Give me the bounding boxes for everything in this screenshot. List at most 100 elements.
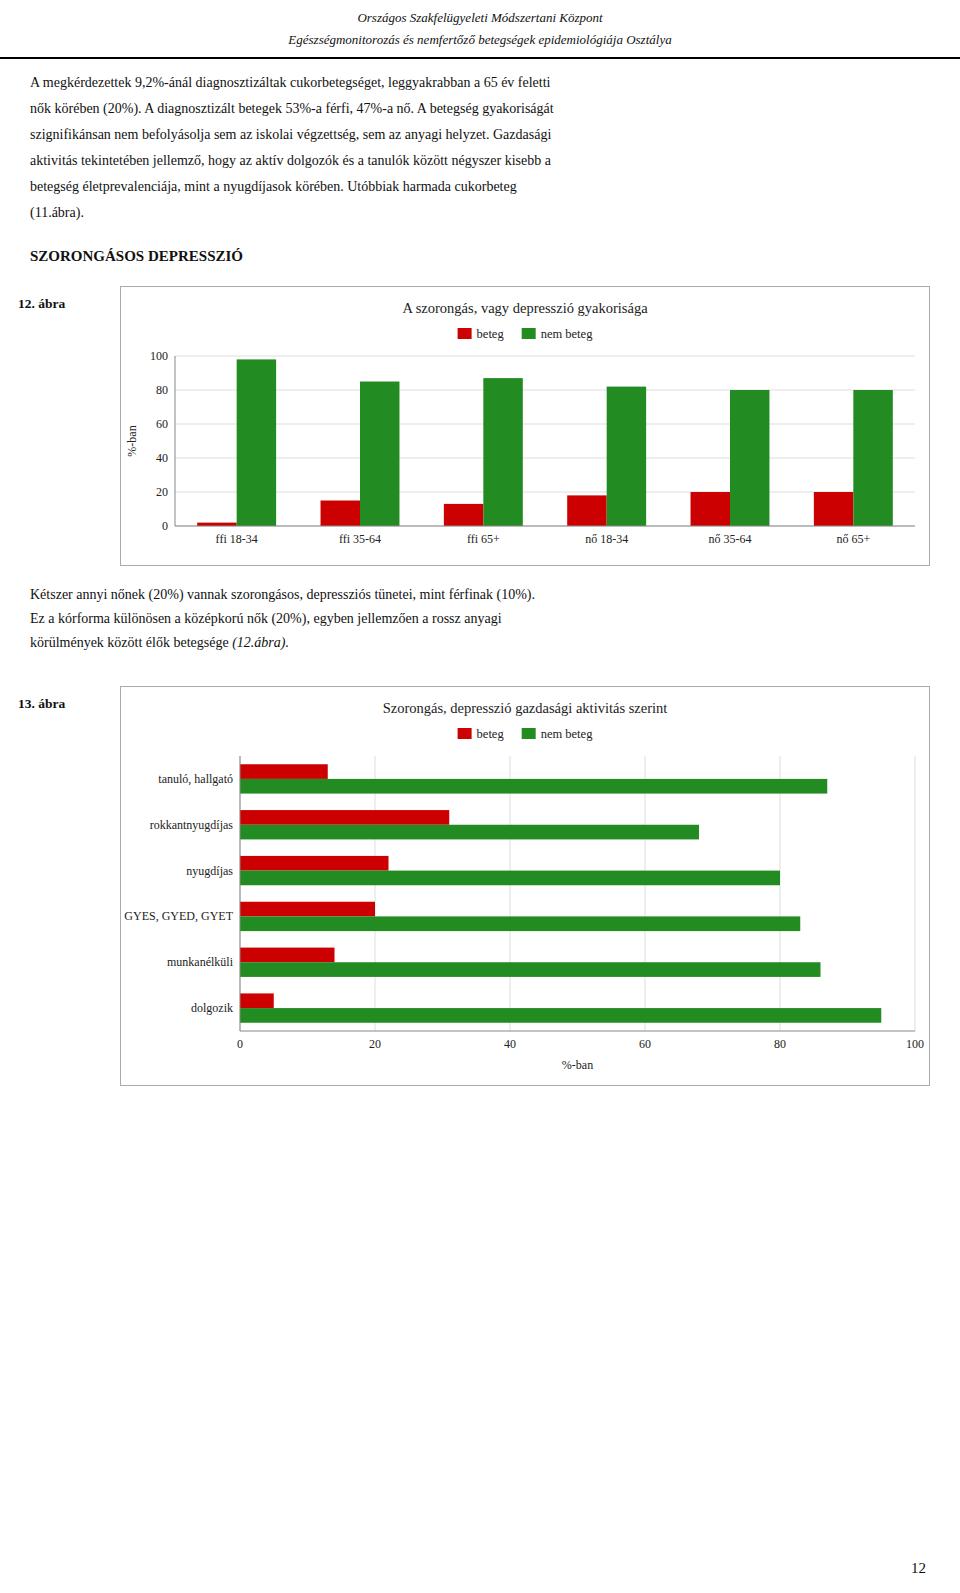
paragraph: A megkérdezettek 9,2%-ánál diagnosztizál… xyxy=(30,70,930,226)
bar xyxy=(691,492,730,526)
section-title: SZORONGÁSOS DEPRESSZIÓ xyxy=(30,248,243,265)
paragraph-line: Ez a kórforma különösen a középkorú nők … xyxy=(30,607,930,631)
bars xyxy=(197,359,893,526)
category-label: tanuló, hallgató xyxy=(158,772,233,786)
bar xyxy=(240,962,821,977)
chart-frame xyxy=(121,287,930,566)
axis-line xyxy=(175,356,176,526)
bar xyxy=(240,916,800,931)
axis-line xyxy=(240,756,241,1031)
bar xyxy=(321,501,360,527)
legend-swatch xyxy=(522,728,536,739)
bar xyxy=(240,764,328,779)
grid-line xyxy=(240,756,241,1031)
category-label: GYES, GYED, GYET xyxy=(124,909,233,923)
paragraph-line: körülmények között élők betegsége (12.áb… xyxy=(30,631,930,655)
bar xyxy=(483,378,522,526)
legend: beteg nem beteg xyxy=(458,727,594,741)
bar xyxy=(607,387,646,526)
bar xyxy=(197,523,236,526)
tick-label: 60 xyxy=(639,1037,651,1051)
grid-line xyxy=(915,756,916,1031)
tick-label: 20 xyxy=(156,485,168,499)
chart-title: Szorongás, depresszió gazdasági aktivitá… xyxy=(383,700,668,716)
paragraph-line: A megkérdezettek 9,2%-ánál diagnosztizál… xyxy=(30,70,930,96)
bar xyxy=(237,359,276,526)
grid-line xyxy=(175,424,915,425)
paragraph-line: aktivitás tekintetében jellemző, hogy az… xyxy=(30,148,930,174)
tick-label: 100 xyxy=(906,1037,924,1051)
legend: beteg nem beteg xyxy=(458,327,594,341)
tick-label: 40 xyxy=(504,1037,516,1051)
legend-swatch xyxy=(458,328,472,339)
bar xyxy=(240,948,335,963)
bar xyxy=(730,390,769,526)
grid-line xyxy=(780,756,781,1031)
paragraph-line: szignifikánsan nem befolyásolja sem az i… xyxy=(30,122,930,148)
bar xyxy=(240,825,699,840)
tick-label: 0 xyxy=(162,519,168,533)
tick-label: 40 xyxy=(156,451,168,465)
page-number: 12 xyxy=(911,1560,926,1577)
bar xyxy=(240,993,274,1008)
paragraph-line: nők körében (20%). A diagnosztizált bete… xyxy=(30,96,930,122)
paragraph-italic: (12.ábra). xyxy=(232,635,289,650)
legend-label: nem beteg xyxy=(541,327,593,341)
bar xyxy=(240,1008,881,1023)
bar xyxy=(240,810,449,825)
category-label: ffi 18-34 xyxy=(216,532,258,546)
grid-line xyxy=(175,458,915,459)
legend-swatch xyxy=(458,728,472,739)
paragraph: Kétszer annyi nőnek (20%) vannak szorong… xyxy=(30,583,930,655)
category-label: ffi 35-64 xyxy=(339,532,381,546)
bar xyxy=(360,382,399,527)
bar xyxy=(853,390,892,526)
axis-label: %-ban xyxy=(125,425,139,456)
grid-line xyxy=(175,492,915,493)
tick-label: 80 xyxy=(774,1037,786,1051)
grid-line xyxy=(175,526,915,527)
grid-line xyxy=(175,390,915,391)
category-label: nő 35-64 xyxy=(709,532,752,546)
paragraph-line: (11.ábra). xyxy=(30,200,930,226)
figure-label: 13. ábra xyxy=(18,696,65,712)
category-label: rokkantnyugdíjas xyxy=(150,818,234,832)
axis-label: %-ban xyxy=(562,1058,593,1072)
paragraph-line: betegség életprevalenciája, mint a nyugd… xyxy=(30,174,930,200)
tick-label: 80 xyxy=(156,383,168,397)
chart-title: A szorongás, vagy depresszió gyakorisága xyxy=(402,300,648,316)
header-line: Országos Szakfelügyeleti Módszertani Köz… xyxy=(0,10,960,26)
tick-label: 20 xyxy=(369,1037,381,1051)
tick-label: 100 xyxy=(150,349,168,363)
grid-line xyxy=(510,756,511,1031)
category-label: nyugdíjas xyxy=(186,864,233,878)
tick-label: 60 xyxy=(156,417,168,431)
legend-label: nem beteg xyxy=(541,727,593,741)
legend-swatch xyxy=(522,328,536,339)
bar xyxy=(240,871,780,886)
bar xyxy=(240,856,389,871)
axis-line xyxy=(240,1031,915,1032)
grid-line xyxy=(645,756,646,1031)
category-label: munkanélküli xyxy=(167,955,234,969)
header-rule xyxy=(0,57,960,59)
bar xyxy=(814,492,853,526)
bar xyxy=(444,504,483,526)
bars xyxy=(240,764,881,1023)
category-label: ffi 65+ xyxy=(467,532,500,546)
category-label: dolgozik xyxy=(191,1001,233,1015)
figure-label: 12. ábra xyxy=(18,296,65,312)
category-label: nő 18-34 xyxy=(585,532,628,546)
bar xyxy=(567,495,606,526)
legend-label: beteg xyxy=(477,727,505,741)
axis-line xyxy=(175,526,915,527)
chart: A szorongás, vagy depresszió gyakorisága… xyxy=(120,286,930,566)
grid-line xyxy=(175,356,915,357)
chart: Szorongás, depresszió gazdasági aktivitá… xyxy=(120,686,930,1086)
header-line: Egészségmonitorozás és nemfertőző betegs… xyxy=(0,32,960,48)
grid-line xyxy=(375,756,376,1031)
tick-label: 0 xyxy=(237,1037,243,1051)
chart-frame xyxy=(121,687,930,1086)
legend-label: beteg xyxy=(477,327,505,341)
bar xyxy=(240,779,827,794)
